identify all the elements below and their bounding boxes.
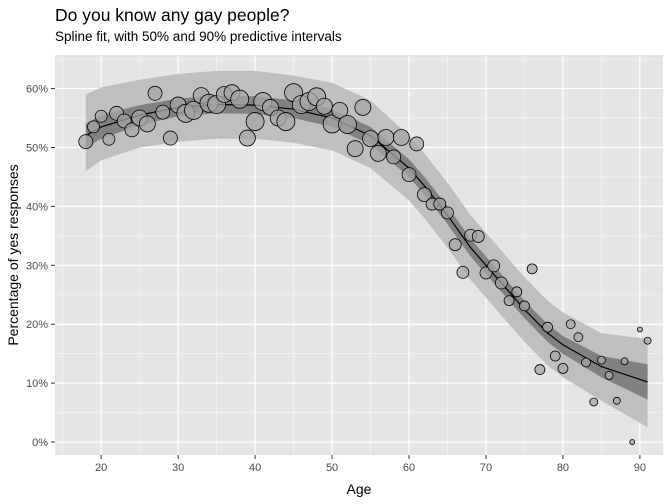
data-point (557, 363, 569, 374)
data-point (471, 230, 485, 243)
y-tick-label: 40% (26, 201, 48, 213)
data-point (147, 85, 163, 101)
data-point (163, 130, 178, 146)
data-point (494, 276, 508, 290)
data-point (184, 100, 203, 120)
x-tick-label: 20 (95, 462, 107, 474)
data-point (377, 129, 395, 146)
y-tick-label: 0% (32, 437, 48, 449)
data-point (456, 265, 470, 279)
data-point (581, 357, 591, 368)
data-point (573, 332, 584, 343)
data-point (589, 397, 599, 407)
data-point (338, 115, 357, 134)
x-tick-label: 50 (326, 462, 338, 474)
data-point (441, 206, 454, 220)
data-point (620, 357, 629, 366)
data-point (526, 263, 538, 275)
data-point (78, 134, 94, 149)
x-tick-label: 60 (403, 462, 415, 474)
band-50 (85, 95, 648, 400)
y-tick-label: 60% (26, 84, 48, 96)
data-point (417, 187, 432, 203)
data-point (392, 129, 410, 146)
data-point (155, 104, 171, 120)
data-point (239, 129, 256, 147)
y-axis-title: Percentage of yes responses (5, 164, 21, 345)
data-point (230, 89, 250, 109)
data-point (354, 99, 372, 116)
data-point (549, 350, 561, 362)
data-point (138, 115, 156, 133)
x-tick-label: 70 (480, 462, 492, 474)
y-tick-label: 30% (26, 260, 48, 272)
data-point (534, 364, 546, 375)
chart-subtitle: Spline fit, with 50% and 90% predictive … (55, 29, 342, 44)
data-point (409, 136, 425, 152)
axes: 20 30 40 50 60 70 80 90 0% 10% 20% 30% 40% 50% 60% (26, 84, 646, 474)
data-point (331, 101, 349, 119)
y-tick-label: 20% (26, 319, 48, 331)
data-point (315, 97, 333, 115)
data-point (448, 238, 462, 252)
data-point (643, 336, 652, 345)
data-point (433, 197, 447, 211)
data-point (245, 112, 265, 131)
data-point (87, 120, 100, 134)
data-point (629, 439, 636, 445)
data-point (276, 112, 296, 131)
data-point (519, 300, 530, 312)
data-point (386, 149, 402, 165)
data-point (362, 130, 379, 148)
y-tick-label: 50% (26, 142, 48, 154)
data-point (94, 109, 108, 123)
data-point (511, 286, 523, 298)
x-tick-label: 90 (634, 462, 646, 474)
y-tick-label: 10% (26, 378, 48, 390)
data-points (78, 83, 652, 445)
data-point (604, 371, 614, 380)
data-point (401, 167, 417, 182)
data-point (612, 396, 621, 405)
x-tick-label: 40 (249, 462, 261, 474)
x-axis-title: Age (347, 481, 372, 497)
data-point (637, 326, 643, 333)
data-point (369, 144, 387, 162)
data-point (503, 295, 515, 307)
x-tick-label: 30 (172, 462, 184, 474)
data-point (124, 122, 140, 138)
x-tick-label: 80 (557, 462, 569, 474)
data-point (597, 355, 606, 365)
data-point (346, 140, 364, 158)
data-point (487, 259, 501, 273)
data-point (102, 132, 116, 146)
data-point (542, 321, 553, 333)
chart-title: Do you know any gay people? (55, 5, 290, 25)
data-point (565, 319, 576, 330)
